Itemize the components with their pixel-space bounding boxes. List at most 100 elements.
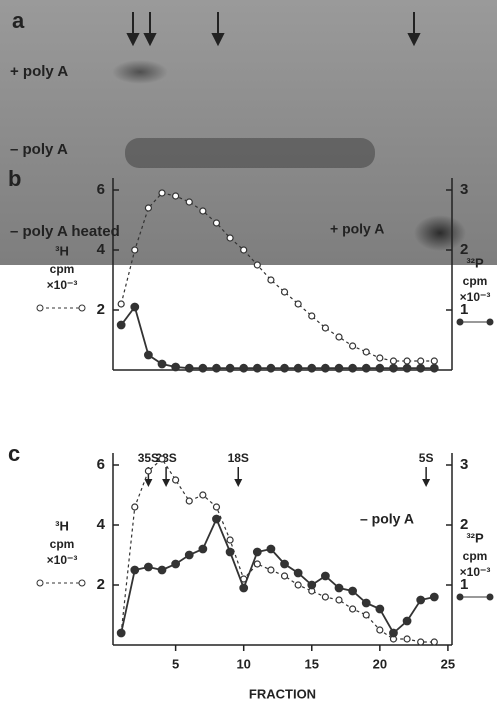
data-point <box>281 364 289 372</box>
data-point <box>376 364 384 372</box>
data-point <box>186 199 192 205</box>
data-point <box>159 190 165 196</box>
annotation: + poly A <box>330 221 384 237</box>
x-tick-label: 25 <box>441 656 455 671</box>
data-point <box>281 560 289 568</box>
x-tick-label: 20 <box>373 656 387 671</box>
data-point <box>213 220 219 226</box>
panel-label: c <box>8 441 20 466</box>
data-point <box>362 364 370 372</box>
legend-marker <box>79 580 85 586</box>
data-point <box>403 617 411 625</box>
data-point <box>390 629 398 637</box>
data-point <box>173 193 179 199</box>
data-point <box>227 537 233 543</box>
series-line <box>121 459 434 642</box>
data-point <box>268 277 274 283</box>
legend-marker <box>487 319 494 326</box>
data-point <box>213 504 219 510</box>
legend-marker <box>37 305 43 311</box>
series-line <box>121 307 434 368</box>
data-point <box>173 477 179 483</box>
data-point <box>418 358 424 364</box>
data-point <box>336 334 342 340</box>
data-point <box>186 498 192 504</box>
y-axis-label: cpm <box>50 262 75 276</box>
data-point <box>226 364 234 372</box>
data-point <box>404 358 410 364</box>
marker-label: 18S <box>228 451 249 465</box>
data-point <box>431 593 439 601</box>
data-point <box>172 560 180 568</box>
y2-axis-unit: ×10⁻³ <box>460 290 491 304</box>
data-point <box>199 364 207 372</box>
data-point <box>158 566 166 574</box>
x-tick-label: 10 <box>236 656 250 671</box>
data-point <box>308 581 316 589</box>
data-point <box>349 364 357 372</box>
lane-label: + poly A <box>10 63 68 80</box>
data-point <box>417 596 425 604</box>
data-point <box>377 355 383 361</box>
data-point <box>403 364 411 372</box>
legend-marker <box>79 305 85 311</box>
data-point <box>282 289 288 295</box>
data-point <box>158 360 166 368</box>
data-point <box>335 584 343 592</box>
data-point <box>117 321 125 329</box>
marker-arrowhead <box>234 479 242 487</box>
marker-arrowhead <box>162 479 170 487</box>
lane-label: – poly A <box>10 141 68 158</box>
y2-tick-label: 3 <box>460 456 468 473</box>
data-point <box>131 566 139 574</box>
data-point <box>363 349 369 355</box>
data-point <box>308 364 316 372</box>
data-point <box>322 364 330 372</box>
data-point <box>362 599 370 607</box>
data-point <box>226 548 234 556</box>
data-point <box>199 545 207 553</box>
data-point <box>322 325 328 331</box>
data-point <box>418 639 424 645</box>
marker-label: 5S <box>419 451 434 465</box>
data-point <box>390 358 396 364</box>
gel-band <box>112 60 168 84</box>
data-point <box>267 545 275 553</box>
data-point <box>267 364 275 372</box>
data-point <box>159 456 165 462</box>
data-point <box>131 303 139 311</box>
y-tick-label: 2 <box>97 301 105 318</box>
y2-axis-unit: ×10⁻³ <box>460 565 491 579</box>
data-point <box>431 358 437 364</box>
data-point <box>172 363 180 371</box>
data-point <box>390 364 398 372</box>
y2-axis-label: cpm <box>463 274 488 288</box>
data-point <box>240 584 248 592</box>
legend-marker <box>457 594 464 601</box>
data-point <box>145 468 151 474</box>
y-axis-series: ³H <box>55 518 69 533</box>
data-point <box>200 492 206 498</box>
data-point <box>431 639 437 645</box>
legend-marker <box>37 580 43 586</box>
data-point <box>404 636 410 642</box>
data-point <box>132 247 138 253</box>
data-point <box>254 364 262 372</box>
y2-axis-series: ³²P <box>466 255 484 270</box>
y2-axis-label: cpm <box>463 549 488 563</box>
page: a + poly A – poly A – poly A heated b246… <box>0 0 497 722</box>
data-point <box>350 606 356 612</box>
data-point <box>254 262 260 268</box>
y-axis-unit: ×10⁻³ <box>47 553 78 567</box>
data-point <box>349 587 357 595</box>
data-point <box>363 612 369 618</box>
data-point <box>295 301 301 307</box>
marker-arrowhead <box>422 479 430 487</box>
data-point <box>309 313 315 319</box>
data-point <box>227 235 233 241</box>
data-point <box>145 205 151 211</box>
data-point <box>335 364 343 372</box>
legend-marker <box>457 319 464 326</box>
legend-marker <box>487 594 494 601</box>
y2-tick-label: 3 <box>460 181 468 198</box>
